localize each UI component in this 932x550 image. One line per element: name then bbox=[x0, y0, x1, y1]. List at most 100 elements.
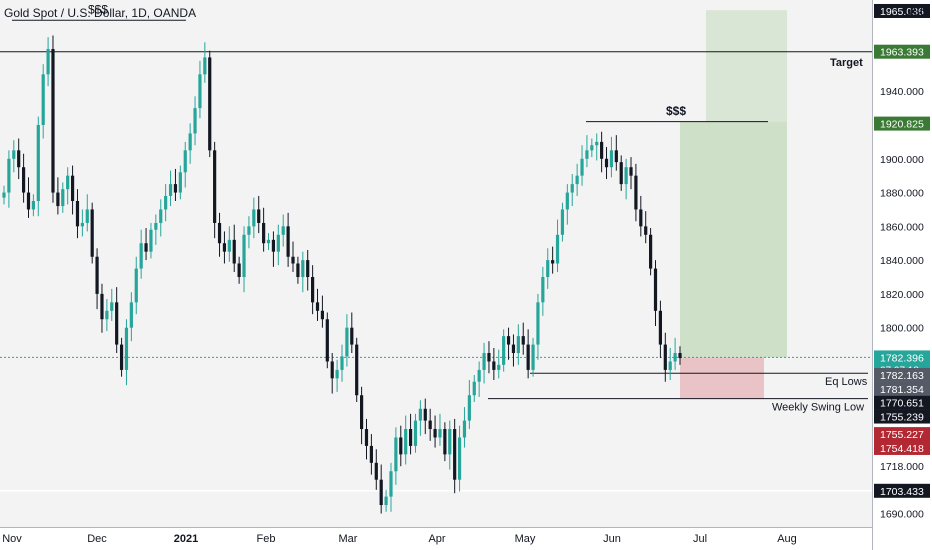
candle-body bbox=[237, 263, 241, 278]
candle-body bbox=[551, 260, 555, 264]
candle-body bbox=[634, 175, 638, 210]
candle-body bbox=[281, 226, 285, 235]
candle-body bbox=[159, 209, 163, 223]
candle-body bbox=[399, 437, 403, 455]
candle-body bbox=[590, 145, 594, 151]
candle-body bbox=[154, 222, 158, 230]
candle-body bbox=[609, 150, 614, 168]
price-label: 1782.396 bbox=[880, 352, 924, 364]
weekly-swing-low-annotation: Weekly Swing Low bbox=[772, 401, 864, 413]
candle-body bbox=[531, 344, 535, 370]
price-label-box bbox=[874, 427, 930, 442]
candle-body bbox=[653, 268, 658, 311]
candle-body bbox=[31, 201, 35, 210]
price-label-box bbox=[874, 395, 930, 410]
price-label-box bbox=[874, 367, 930, 382]
time-tick-label: Jun bbox=[603, 533, 621, 545]
candle-body bbox=[208, 57, 212, 151]
candle-body bbox=[46, 48, 50, 75]
candle-body bbox=[619, 162, 623, 185]
candle-body bbox=[330, 361, 334, 379]
candle-body bbox=[487, 353, 491, 362]
candle-body bbox=[17, 150, 21, 168]
candle-body bbox=[149, 229, 153, 252]
candle-body bbox=[2, 192, 6, 198]
candle-body bbox=[541, 277, 545, 303]
price-label: 1703.433 bbox=[880, 486, 924, 498]
candle-body bbox=[497, 364, 501, 370]
price-label: 1920.825 bbox=[880, 119, 924, 131]
candle-body bbox=[345, 327, 349, 357]
candle-body bbox=[492, 361, 496, 370]
time-tick-label: Mar bbox=[339, 533, 358, 545]
price-tick-label: 1840.000 bbox=[880, 255, 924, 267]
candle-body bbox=[658, 310, 663, 345]
liquidity-annotation-left: $$$ bbox=[88, 3, 108, 17]
candle-body bbox=[536, 302, 540, 345]
target-zone bbox=[706, 10, 787, 122]
price-tick-label: 1940.000 bbox=[880, 86, 924, 98]
candle-body bbox=[629, 167, 633, 176]
candle-body bbox=[604, 158, 609, 168]
candle-body bbox=[580, 158, 584, 176]
candle-body bbox=[262, 222, 266, 244]
candle-body bbox=[232, 239, 236, 264]
time-tick-label: Nov bbox=[2, 533, 22, 545]
candle-body bbox=[129, 302, 133, 328]
candle-body bbox=[222, 243, 227, 252]
candle-body bbox=[276, 234, 280, 252]
price-tick-label: 1690.000 bbox=[880, 508, 924, 520]
candle-body bbox=[257, 209, 261, 223]
price-label: 1963.393 bbox=[880, 47, 924, 59]
candle-body bbox=[26, 192, 31, 210]
candle-body bbox=[453, 429, 457, 480]
candle-body bbox=[178, 172, 182, 193]
candle-body bbox=[134, 268, 138, 303]
candle-body bbox=[374, 462, 378, 480]
candle-body bbox=[242, 234, 246, 278]
candle-body bbox=[595, 141, 599, 146]
candle-body bbox=[369, 445, 373, 463]
candle-body bbox=[644, 226, 648, 235]
candle-body bbox=[477, 369, 481, 382]
candle-body bbox=[624, 167, 628, 185]
candle-body bbox=[110, 302, 114, 311]
candle-body bbox=[340, 356, 344, 370]
candle-body bbox=[614, 150, 618, 163]
price-label-box bbox=[874, 44, 930, 59]
time-tick-label: Dec bbox=[87, 533, 107, 545]
candle-body bbox=[306, 260, 310, 278]
candle-body bbox=[144, 243, 148, 252]
candle-body bbox=[462, 420, 467, 438]
candle-body bbox=[51, 48, 55, 193]
candle-body bbox=[443, 429, 447, 455]
candle-body bbox=[585, 150, 589, 159]
candle-body bbox=[56, 192, 60, 207]
candle-body bbox=[418, 408, 422, 421]
candle-body bbox=[311, 277, 315, 303]
candle-body bbox=[105, 310, 109, 320]
candle-body bbox=[570, 184, 574, 193]
candle-body bbox=[213, 150, 217, 223]
time-axis bbox=[0, 527, 872, 550]
candle-body bbox=[359, 395, 364, 430]
target-annotation: Target bbox=[830, 57, 863, 69]
candle-body bbox=[521, 336, 525, 345]
time-tick-label: May bbox=[515, 533, 536, 545]
candle-body bbox=[428, 420, 432, 430]
candle-body bbox=[291, 256, 295, 264]
price-label-box bbox=[874, 409, 930, 424]
candle-body bbox=[506, 336, 511, 345]
candle-body bbox=[95, 256, 99, 294]
candle-body bbox=[301, 260, 305, 278]
candle-body bbox=[413, 420, 418, 446]
candle-body bbox=[61, 189, 65, 207]
loss-zone bbox=[680, 357, 764, 399]
candle-body bbox=[546, 260, 550, 278]
candle-body bbox=[678, 353, 682, 359]
candle-body bbox=[423, 408, 427, 421]
candle-body bbox=[600, 141, 604, 159]
candle-body bbox=[384, 496, 388, 506]
